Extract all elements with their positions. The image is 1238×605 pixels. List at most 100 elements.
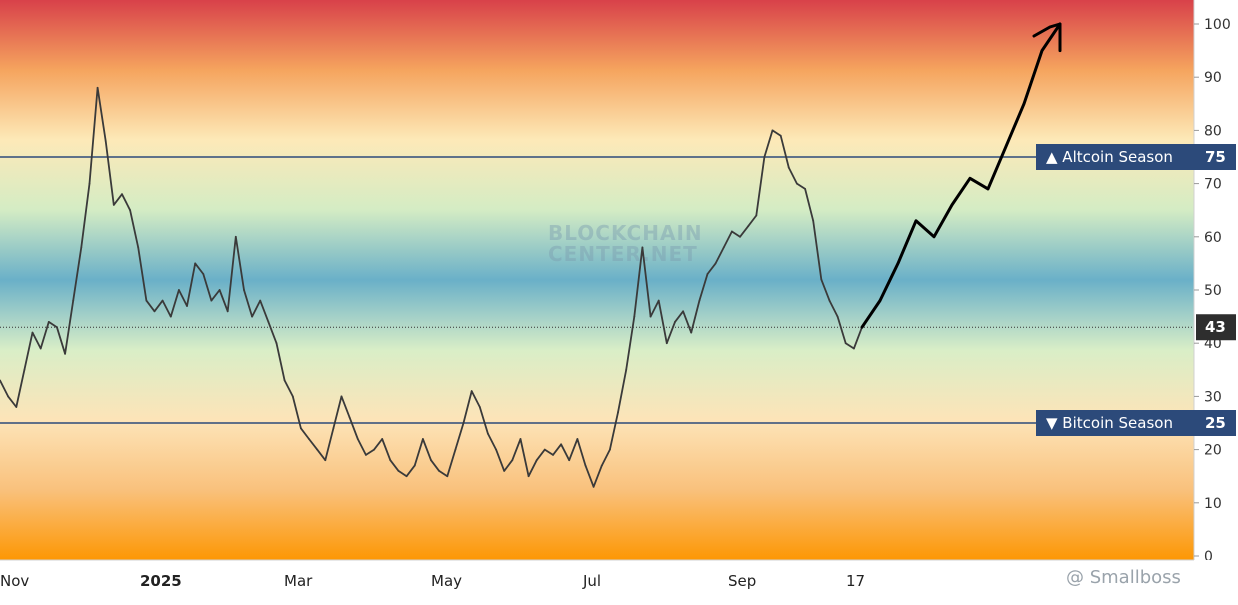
series-point [373, 448, 375, 451]
series-point [129, 209, 132, 212]
series-point [356, 438, 359, 440]
series-point [324, 459, 327, 462]
threshold-value-badge [1196, 410, 1236, 436]
projection-layer [860, 22, 1062, 329]
series-point [690, 331, 693, 334]
series-point [39, 347, 42, 350]
series-point [365, 454, 367, 456]
credit-text: @ Smallboss [1066, 567, 1181, 588]
series-point [300, 427, 302, 430]
series-point [348, 416, 351, 419]
threshold-badge-text: ▼ Bitcoin Season [1046, 414, 1173, 432]
series-point [641, 246, 644, 249]
series-point [698, 299, 701, 302]
series-point [381, 438, 384, 440]
series-point [600, 464, 603, 467]
y-tick-label: 20 [1204, 443, 1222, 459]
series-point [332, 427, 335, 430]
watermark-line-1: BLOCKCHAIN [548, 221, 703, 245]
threshold-lines [0, 156, 1194, 424]
series-point [234, 235, 237, 238]
series-point [145, 299, 148, 302]
current-value-text: 43 [1205, 318, 1226, 336]
y-tick-label: 10 [1204, 496, 1222, 512]
series-point [665, 342, 668, 345]
series-point [804, 188, 806, 190]
series-point [649, 315, 652, 318]
series-point [535, 459, 538, 462]
series-point [812, 219, 815, 222]
series-point [0, 379, 1, 382]
series-point [853, 347, 855, 350]
series-point [291, 395, 294, 398]
x-tick-label: May [431, 572, 462, 590]
x-axis: Nov 2025 Mar May Jul Sep 17 [0, 559, 1238, 601]
series-point [527, 475, 530, 478]
threshold-value-text: 75 [1205, 148, 1226, 166]
series-point [755, 214, 758, 217]
series-point [64, 352, 66, 355]
series-point [194, 262, 197, 265]
series-point [283, 379, 286, 382]
y-tick-label: 0 [1204, 549, 1213, 565]
series-point [186, 305, 188, 307]
threshold-badge-label [1036, 144, 1196, 170]
series-point [511, 459, 514, 462]
series-point [397, 470, 400, 472]
series-point [405, 475, 408, 478]
series-point [844, 342, 847, 345]
series-point [722, 246, 725, 249]
series-point [137, 246, 140, 249]
series-point [446, 475, 449, 478]
series-point [308, 438, 310, 440]
y-tick-label: 50 [1204, 283, 1222, 299]
series-point [430, 459, 432, 462]
series-point [706, 273, 709, 275]
threshold-value-text: 25 [1205, 414, 1226, 432]
credit: @ Smallboss [1066, 567, 1181, 588]
series-point [202, 273, 205, 275]
series-layer [0, 86, 863, 488]
series-point [210, 299, 213, 302]
series-point [259, 299, 262, 302]
x-axis-panel [0, 560, 1238, 601]
series-point [609, 448, 611, 451]
series-point [218, 289, 221, 291]
series-point [47, 321, 50, 323]
series-point [731, 230, 733, 233]
series-point [267, 321, 270, 323]
series-point [88, 182, 91, 185]
threshold-badge-label [1036, 410, 1196, 436]
series-point [470, 390, 473, 392]
series-point [674, 321, 676, 323]
series-point [23, 368, 26, 371]
series-point [552, 454, 554, 456]
series-point [56, 326, 58, 329]
watermark-line-2: CENTER.NET [548, 242, 698, 266]
series-point [72, 299, 75, 302]
x-tick-label: 2025 [140, 572, 182, 590]
x-tick-label: Mar [284, 572, 313, 590]
threshold-badge-text: ▲ Altcoin Season [1046, 148, 1173, 166]
threshold-value-badge [1196, 144, 1236, 170]
series-point [771, 129, 774, 132]
series-point [487, 432, 489, 435]
plot-background [0, 0, 1194, 560]
series-point [275, 342, 278, 345]
series-point [657, 299, 660, 302]
x-tick-label: Nov [0, 572, 29, 590]
series-point [316, 448, 319, 451]
series-point [121, 193, 123, 196]
y-tick-label: 100 [1204, 17, 1231, 33]
y-tick-label: 70 [1204, 177, 1222, 193]
series-point [828, 299, 831, 302]
series-point [96, 86, 99, 89]
x-tick-label: Sep [728, 572, 756, 590]
series-point [389, 459, 392, 462]
y-axis-panel [1194, 0, 1238, 560]
series-point [243, 289, 245, 291]
series-point [682, 310, 684, 313]
